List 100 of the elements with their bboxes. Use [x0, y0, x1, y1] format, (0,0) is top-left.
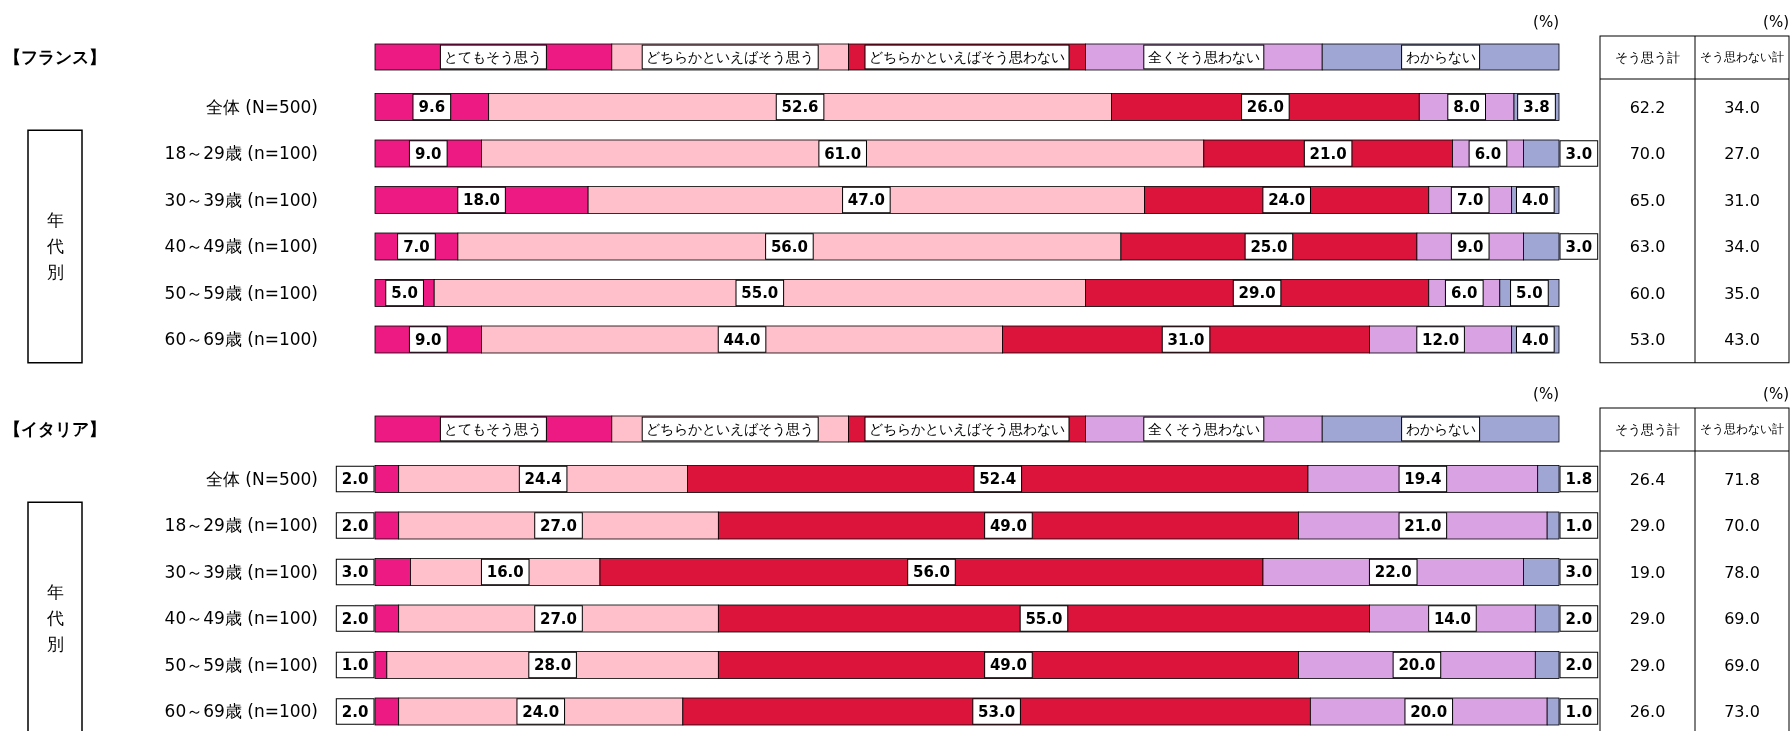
- text: とてもそう思う: [444, 420, 543, 437]
- data-label: 49.0: [989, 516, 1027, 535]
- data-label: 1.0: [1565, 516, 1593, 535]
- y-tick-label: 40～49歳 (n=100): [164, 608, 318, 629]
- text: 43.0: [1724, 330, 1760, 350]
- y-tick-label: 30～39歳 (n=100): [164, 189, 318, 210]
- text: 71.8: [1724, 469, 1760, 489]
- data-label: 9.0: [414, 330, 442, 349]
- data-label: 2.0: [341, 470, 369, 489]
- data-label: 2.0: [341, 702, 369, 721]
- data-label: 1.8: [1565, 470, 1593, 489]
- data-label: 47.0: [847, 191, 885, 210]
- y-tick-label: 18～29歳 (n=100): [164, 515, 318, 536]
- data-label: 9.0: [1456, 237, 1484, 256]
- data-label: 2.0: [1565, 656, 1593, 675]
- data-label: 3.0: [341, 563, 369, 582]
- data-label: 4.0: [1522, 191, 1549, 210]
- text: わからない: [1405, 48, 1476, 65]
- data-label: 25.0: [1250, 237, 1288, 256]
- text: 【フランス】: [4, 46, 106, 67]
- text: 全くそう思わない: [1147, 48, 1260, 65]
- data-label: 5.0: [391, 284, 418, 303]
- text: そう思う計: [1615, 49, 1680, 65]
- text: 70.0: [1724, 516, 1760, 536]
- text: 35.0: [1724, 283, 1760, 303]
- data-label: 3.0: [1565, 144, 1593, 163]
- text: 【イタリア】: [4, 418, 106, 439]
- data-label: 9.6: [418, 98, 446, 117]
- data-label: 27.0: [540, 516, 578, 535]
- text: そう思わない計: [1700, 50, 1784, 65]
- data-label: 31.0: [1167, 330, 1205, 349]
- text: 26.4: [1629, 469, 1666, 489]
- text: どちらかといえばそう思わない: [869, 48, 1065, 65]
- data-label: 20.0: [1410, 702, 1448, 721]
- text: 34.0: [1724, 97, 1760, 117]
- text: 年代別: [45, 582, 64, 655]
- data-label: 19.4: [1404, 470, 1442, 489]
- text: 69.0: [1724, 655, 1760, 675]
- text: 29.0: [1629, 516, 1666, 536]
- data-label: 52.6: [781, 98, 819, 117]
- data-label: 18.0: [463, 191, 501, 210]
- text: とてもそう思う: [444, 48, 543, 65]
- data-label: 7.0: [403, 237, 430, 256]
- text: 70.0: [1629, 144, 1666, 164]
- text: 53.0: [1629, 330, 1666, 350]
- data-label: 49.0: [989, 656, 1027, 675]
- text: 65.0: [1629, 190, 1666, 210]
- text: 60.0: [1629, 283, 1666, 303]
- data-label: 1.0: [1565, 702, 1593, 721]
- data-label: 24.4: [524, 470, 562, 489]
- data-label: 28.0: [534, 656, 572, 675]
- text: 27.0: [1724, 144, 1760, 164]
- data-label: 6.0: [1474, 144, 1502, 163]
- data-label: 3.0: [1565, 563, 1593, 582]
- data-label: 21.0: [1404, 516, 1442, 535]
- text: (%): [1763, 385, 1789, 404]
- data-label: 27.0: [540, 609, 578, 628]
- data-label: 1.0: [341, 656, 369, 675]
- text: 19.0: [1629, 562, 1666, 582]
- data-label: 14.0: [1433, 609, 1471, 628]
- text: 63.0: [1629, 237, 1666, 257]
- text: 29.0: [1629, 609, 1666, 629]
- data-label: 3.8: [1523, 98, 1550, 117]
- text: どちらかといえばそう思う: [646, 48, 815, 65]
- data-label: 26.0: [1246, 98, 1284, 117]
- data-label: 6.0: [1450, 284, 1478, 303]
- data-label: 24.0: [1268, 191, 1306, 210]
- y-tick-label: 60～69歳 (n=100): [164, 701, 318, 722]
- text: 31.0: [1724, 190, 1760, 210]
- text: どちらかといえばそう思わない: [869, 420, 1065, 437]
- data-label: 12.0: [1422, 330, 1460, 349]
- text: そう思わない計: [1700, 422, 1784, 437]
- data-label: 16.0: [486, 563, 524, 582]
- y-tick-label: 全体 (N=500): [205, 468, 318, 489]
- text: 26.0: [1629, 702, 1666, 722]
- data-label: 44.0: [723, 330, 761, 349]
- text: 78.0: [1724, 562, 1760, 582]
- data-label: 21.0: [1309, 144, 1347, 163]
- data-label: 55.0: [1025, 609, 1063, 628]
- y-tick-label: 50～59歳 (n=100): [164, 282, 318, 303]
- data-label: 2.0: [341, 609, 369, 628]
- data-label: 2.0: [1565, 609, 1593, 628]
- y-tick-label: 全体 (N=500): [205, 96, 318, 117]
- text: 年代別: [45, 210, 64, 283]
- data-label: 55.0: [741, 284, 779, 303]
- text: 73.0: [1724, 702, 1760, 722]
- data-label: 56.0: [770, 237, 808, 256]
- text: わからない: [1405, 420, 1476, 437]
- data-label: 9.0: [414, 144, 442, 163]
- text: 69.0: [1724, 609, 1760, 629]
- y-tick-label: 30～39歳 (n=100): [164, 561, 318, 582]
- text: そう思う計: [1615, 421, 1680, 437]
- text: 34.0: [1724, 237, 1760, 257]
- data-label: 56.0: [912, 563, 950, 582]
- y-tick-label: 60～69歳 (n=100): [164, 329, 318, 350]
- y-tick-label: 50～59歳 (n=100): [164, 654, 318, 675]
- data-label: 4.0: [1522, 330, 1549, 349]
- y-tick-label: 40～49歳 (n=100): [164, 236, 318, 257]
- data-label: 7.0: [1456, 191, 1484, 210]
- y-tick-label: 18～29歳 (n=100): [164, 143, 318, 164]
